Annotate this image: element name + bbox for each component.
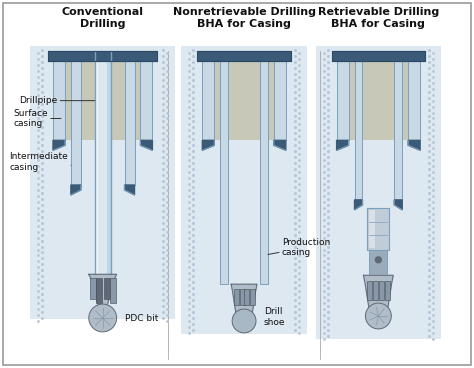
Bar — [367, 208, 389, 250]
Text: Nonretrievable Drilling
BHA for Casing: Nonretrievable Drilling BHA for Casing — [173, 7, 316, 29]
Bar — [53, 61, 153, 140]
Polygon shape — [394, 200, 402, 210]
Bar — [95, 51, 110, 274]
Polygon shape — [71, 185, 81, 195]
Bar — [90, 278, 96, 299]
Polygon shape — [53, 140, 65, 150]
Text: Intermediate
casing: Intermediate casing — [9, 152, 71, 172]
Bar — [332, 51, 425, 61]
Circle shape — [365, 303, 392, 329]
Text: Production
casing: Production casing — [268, 238, 330, 257]
Bar — [260, 61, 268, 284]
Bar — [274, 61, 286, 140]
Bar — [30, 46, 175, 319]
Text: Conventional
Drilling: Conventional Drilling — [62, 7, 144, 29]
Bar — [249, 289, 255, 305]
Bar — [379, 281, 384, 300]
Polygon shape — [355, 200, 363, 210]
Text: Retrievable Drilling
BHA for Casing: Retrievable Drilling BHA for Casing — [318, 7, 439, 29]
Bar — [109, 278, 116, 302]
Bar — [355, 61, 363, 200]
Polygon shape — [408, 140, 420, 150]
Bar — [107, 51, 110, 274]
Bar — [369, 210, 375, 248]
Bar — [202, 61, 214, 140]
Bar — [140, 61, 153, 140]
Bar — [408, 61, 420, 140]
Bar — [367, 281, 372, 300]
Bar — [337, 61, 348, 140]
Bar — [373, 281, 378, 300]
Bar — [220, 61, 228, 284]
Bar — [244, 289, 248, 305]
Bar — [202, 61, 286, 140]
Text: PDC bit: PDC bit — [125, 315, 158, 323]
Bar — [104, 278, 109, 299]
Bar — [385, 281, 390, 300]
Polygon shape — [202, 140, 214, 150]
Bar — [182, 46, 307, 334]
Bar — [369, 250, 387, 275]
Bar — [125, 61, 135, 185]
Bar — [234, 289, 238, 305]
Bar — [239, 289, 245, 305]
Bar — [53, 61, 65, 140]
Polygon shape — [274, 140, 286, 150]
Polygon shape — [125, 185, 135, 195]
Bar — [337, 61, 420, 140]
Bar — [71, 61, 81, 185]
Circle shape — [232, 309, 256, 333]
Bar — [48, 51, 157, 61]
Polygon shape — [337, 140, 348, 150]
Bar — [394, 61, 402, 200]
Polygon shape — [140, 140, 153, 150]
Text: Surface
casing: Surface casing — [13, 109, 61, 128]
Bar — [96, 278, 102, 302]
Polygon shape — [231, 284, 257, 316]
Text: Drillpipe: Drillpipe — [19, 96, 95, 105]
Bar — [197, 51, 291, 61]
Bar — [95, 51, 98, 274]
Bar — [316, 46, 441, 339]
Circle shape — [89, 304, 117, 332]
Polygon shape — [89, 274, 117, 312]
Polygon shape — [364, 275, 393, 311]
Circle shape — [375, 257, 382, 263]
Text: Drill
shoe: Drill shoe — [264, 307, 285, 327]
